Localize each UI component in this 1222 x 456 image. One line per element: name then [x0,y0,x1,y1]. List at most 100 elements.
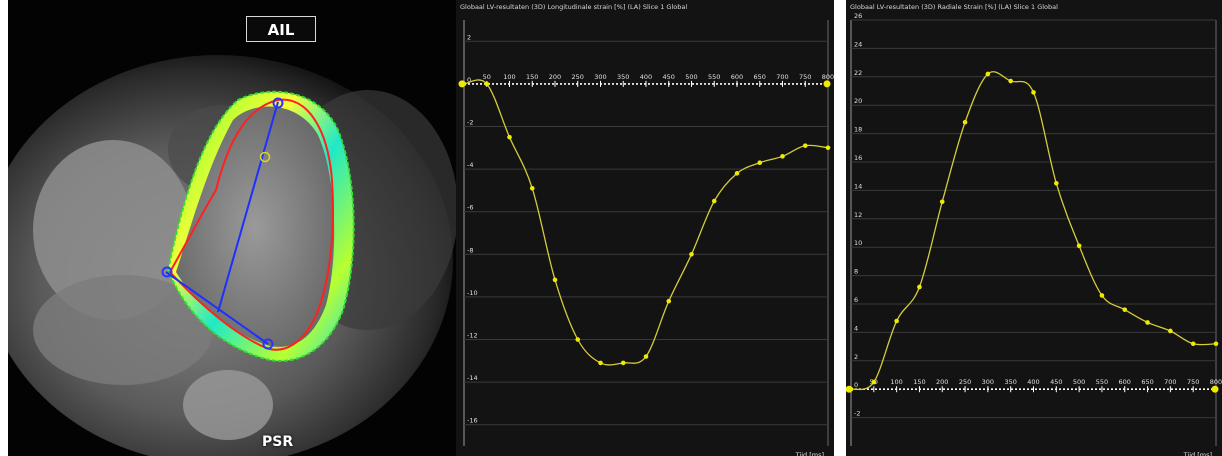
x-tick-label: 200 [936,378,948,386]
data-point [620,360,626,366]
data-point [529,185,535,191]
data-point [1008,78,1013,84]
data-point [757,160,763,166]
data-point [780,154,785,159]
epicardial-contour [166,90,355,362]
y-tick-label: 22 [854,69,862,77]
data-point [962,119,968,125]
start-marker[interactable] [846,385,853,393]
y-tick-label: -14 [467,374,478,382]
x-tick-label: 150 [913,378,925,386]
y-tick-label: -2 [854,410,860,418]
y-tick-label: 0 [854,381,858,389]
y-tick-label: -16 [467,417,478,425]
y-tick-label: -8 [467,246,473,254]
y-tick-label: 20 [854,97,862,105]
data-point [507,134,512,140]
data-point [1190,341,1196,347]
end-marker[interactable] [823,80,831,88]
y-tick-label: 24 [854,40,862,48]
chart-title: Globaal LV-resultaten (3D) Longitudinale… [460,3,688,11]
radial-strain-plot: 26242220181614121086420-2501001502002503… [846,12,1222,456]
x-tick-label: 800 [822,73,834,81]
x-tick-label: 500 [1073,378,1085,386]
data-point [1213,341,1219,347]
cardiac-mri-image [8,0,456,456]
data-point [552,277,558,283]
longitudinal-strain-chart: Globaal LV-resultaten (3D) Longitudinale… [456,0,834,456]
chart-title: Globaal LV-resultaten (3D) Radiale Strai… [850,3,1058,11]
data-point [985,71,991,77]
x-tick-label: 750 [799,73,811,81]
data-point [825,145,831,151]
x-tick-label: 750 [1187,378,1199,386]
data-point [689,252,694,257]
x-tick-label: 300 [982,378,994,386]
longitudinal-strain-plot: 2 0 -2 -4 -6 -8 -10 -12 -14 -16 50 100 150 200 250 300 3… [458,20,834,456]
series-line [850,71,1217,391]
data-point [575,337,581,342]
view-label-top: AIL [246,16,316,42]
lateral-annulus-marker[interactable] [262,338,274,350]
data-point [666,298,672,304]
y-tick-label: 16 [854,154,862,162]
y-tick-label: 14 [854,182,862,190]
y-tick-label: -12 [467,332,478,340]
lv-cavity [176,106,335,347]
x-tick-label: 250 [959,378,971,386]
x-tick-label: 150 [526,73,538,81]
data-point [1099,293,1105,298]
y-tick-label: 0 [467,76,471,84]
y-tick-label: -6 [467,204,473,212]
x-tick-label: 600 [731,73,743,81]
long-axis-line [217,101,279,313]
x-tick-label: 100 [503,73,515,81]
series-line [463,79,829,366]
data-point [711,198,717,204]
radial-strain-chart: Globaal LV-resultaten (3D) Radiale Strai… [846,0,1222,456]
x-tick-label: 350 [617,73,629,81]
x-tick-label: 550 [708,73,720,81]
data-point [939,199,945,205]
data-point [1145,320,1150,325]
y-tick-label: 2 [467,33,471,41]
septal-annulus-marker[interactable] [161,266,173,278]
x-tick-label: 500 [685,73,697,81]
x-tick-label: 200 [549,73,561,81]
data-point [484,81,490,87]
y-tick-label: 10 [854,239,862,247]
data-point [802,143,808,148]
center-marker[interactable] [259,151,271,163]
x-tick-label: 700 [776,73,788,81]
x-axis-label: Tijd [ms] [1183,451,1212,456]
x-tick-label: 700 [1164,378,1176,386]
y-tick-label: -10 [467,289,478,297]
y-tick-label: 6 [854,296,858,304]
end-marker[interactable] [1211,385,1219,393]
x-tick-label: 450 [1050,378,1062,386]
x-tick-label: 400 [1027,378,1039,386]
y-tick-label: 8 [854,268,858,276]
mitral-plane-line [165,271,269,345]
x-tick-label: 650 [1141,378,1153,386]
data-point [1076,243,1082,249]
data-point [894,318,899,324]
data-point [734,171,740,176]
data-point [643,354,649,359]
apex-marker[interactable] [272,97,284,109]
y-tick-label: 4 [854,324,858,332]
x-tick-label: 450 [663,73,675,81]
mri-image-panel: AIL PSR [8,0,456,456]
x-axis-label: Tijd [ms] [795,451,824,456]
x-tick-label: 50 [483,73,491,81]
start-marker[interactable] [458,80,466,88]
y-tick-label: -4 [467,161,473,169]
data-point [1122,307,1128,312]
x-tick-label: 400 [640,73,652,81]
x-tick-label: 600 [1119,378,1131,386]
y-tick-label: 12 [854,211,862,219]
data-point [871,379,877,385]
y-tick-label: -2 [467,119,473,127]
x-tick-label: 800 [1210,378,1222,386]
data-point [1031,90,1036,95]
